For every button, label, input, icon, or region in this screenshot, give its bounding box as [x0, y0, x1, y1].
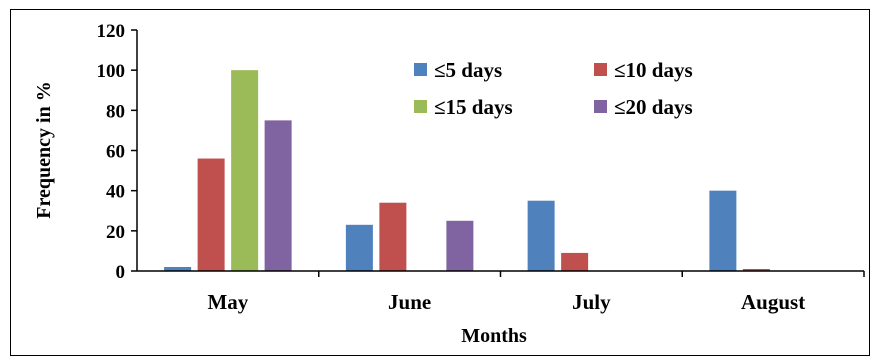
- y-tick-label: 100: [97, 61, 126, 82]
- y-tick-label: 120: [97, 21, 126, 42]
- bar: [264, 120, 292, 271]
- y-tick-label: 60: [106, 142, 125, 163]
- legend-label: ≤10 days: [614, 58, 693, 82]
- bar: [231, 70, 259, 272]
- chart-frame: [10, 9, 870, 356]
- bar: [345, 224, 373, 271]
- legend-swatch: [414, 63, 427, 76]
- bar: [197, 158, 225, 271]
- legend-swatch: [594, 100, 607, 113]
- legend-swatch: [414, 100, 427, 113]
- x-tick-label: July: [572, 290, 611, 314]
- legend-label: ≤20 days: [614, 95, 693, 119]
- x-tick-label: June: [388, 290, 431, 314]
- bar: [527, 200, 555, 271]
- bar: [709, 190, 737, 271]
- y-tick-label: 40: [106, 182, 125, 203]
- legend-swatch: [594, 63, 607, 76]
- bars: [164, 70, 770, 272]
- legend-label: ≤5 days: [434, 58, 502, 82]
- bar: [446, 220, 474, 271]
- legend: ≤5 days ≤10 days ≤15 days ≤20 days: [414, 58, 693, 119]
- bar: [742, 268, 770, 271]
- bar: [379, 202, 407, 271]
- y-axis-ticks: 0 20 40 60 80 100 120: [97, 21, 137, 283]
- bar: [561, 252, 589, 271]
- x-tick-label: May: [207, 290, 248, 314]
- x-tick-label: August: [741, 290, 805, 314]
- y-tick-label: 80: [106, 101, 125, 122]
- y-tick-label: 20: [106, 222, 125, 243]
- y-tick-label: 0: [116, 262, 126, 283]
- y-axis-title: Frequency in %: [33, 81, 55, 218]
- bar: [164, 266, 192, 271]
- x-axis-categories: May June July August: [207, 271, 865, 314]
- x-axis-title: Months: [461, 325, 527, 347]
- legend-label: ≤15 days: [434, 95, 513, 119]
